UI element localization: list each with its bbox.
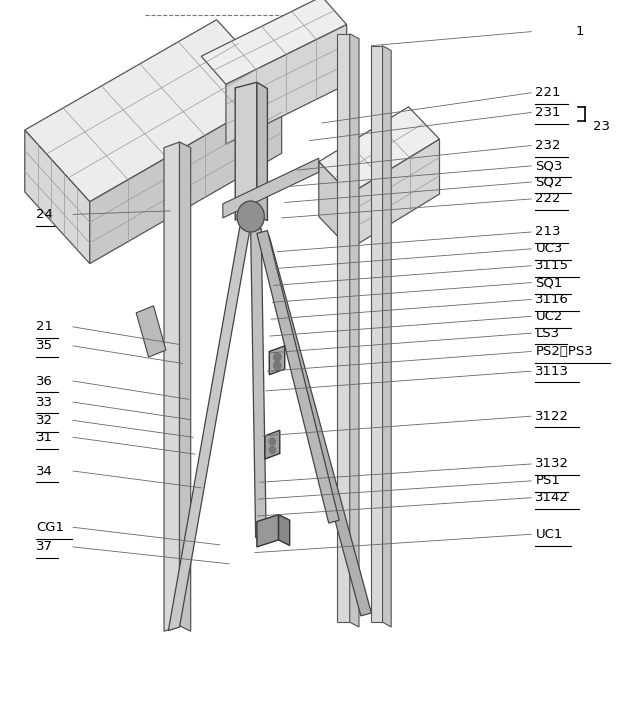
Polygon shape — [168, 214, 253, 631]
Text: 32: 32 — [36, 414, 53, 427]
Polygon shape — [257, 82, 267, 221]
Text: 36: 36 — [36, 375, 53, 387]
Polygon shape — [259, 236, 371, 616]
Text: UC2: UC2 — [535, 310, 563, 323]
Text: 213: 213 — [535, 226, 561, 238]
Text: PS2、PS3: PS2、PS3 — [535, 345, 593, 358]
Text: 3132: 3132 — [535, 458, 569, 470]
Text: 37: 37 — [36, 541, 53, 553]
Polygon shape — [226, 25, 347, 144]
Polygon shape — [223, 158, 319, 218]
Text: UC1: UC1 — [535, 528, 563, 541]
Text: SQ2: SQ2 — [535, 176, 563, 188]
Text: 3122: 3122 — [535, 410, 569, 423]
Text: UC3: UC3 — [535, 243, 563, 255]
Polygon shape — [25, 20, 282, 202]
Polygon shape — [371, 46, 383, 622]
Polygon shape — [319, 162, 350, 249]
Polygon shape — [337, 34, 350, 622]
Text: 23: 23 — [593, 120, 610, 133]
Text: 222: 222 — [535, 193, 561, 205]
Text: PS1: PS1 — [535, 475, 560, 487]
Text: 231: 231 — [535, 106, 561, 119]
Polygon shape — [265, 430, 280, 459]
Circle shape — [237, 201, 264, 232]
Polygon shape — [350, 139, 439, 249]
Text: 1: 1 — [576, 25, 584, 38]
Text: LS3: LS3 — [535, 327, 560, 340]
Circle shape — [269, 446, 275, 453]
Text: SQ1: SQ1 — [535, 276, 563, 289]
Polygon shape — [251, 228, 266, 538]
Polygon shape — [257, 515, 279, 547]
Text: CG1: CG1 — [36, 521, 64, 534]
Circle shape — [269, 438, 275, 445]
Polygon shape — [201, 0, 347, 84]
Polygon shape — [136, 306, 166, 357]
Polygon shape — [350, 34, 359, 627]
Text: 221: 221 — [535, 86, 561, 99]
Text: 33: 33 — [36, 396, 53, 408]
Text: 34: 34 — [36, 465, 53, 477]
Text: 24: 24 — [36, 208, 53, 221]
Text: SQ3: SQ3 — [535, 160, 563, 172]
Text: 3113: 3113 — [535, 365, 569, 378]
Polygon shape — [180, 142, 191, 631]
Polygon shape — [269, 346, 285, 375]
Polygon shape — [25, 130, 90, 264]
Text: 31: 31 — [36, 431, 53, 444]
Circle shape — [274, 361, 281, 370]
Polygon shape — [279, 515, 290, 546]
Polygon shape — [319, 107, 439, 194]
Text: 21: 21 — [36, 321, 53, 333]
Polygon shape — [235, 82, 257, 220]
Polygon shape — [383, 46, 391, 627]
Polygon shape — [257, 231, 339, 523]
Text: 3142: 3142 — [535, 491, 569, 504]
Text: 3115: 3115 — [535, 259, 569, 272]
Circle shape — [274, 353, 281, 361]
Text: 232: 232 — [535, 139, 561, 152]
Polygon shape — [164, 142, 180, 631]
Text: 35: 35 — [36, 340, 53, 352]
Text: 3116: 3116 — [535, 293, 569, 306]
Polygon shape — [90, 91, 282, 264]
